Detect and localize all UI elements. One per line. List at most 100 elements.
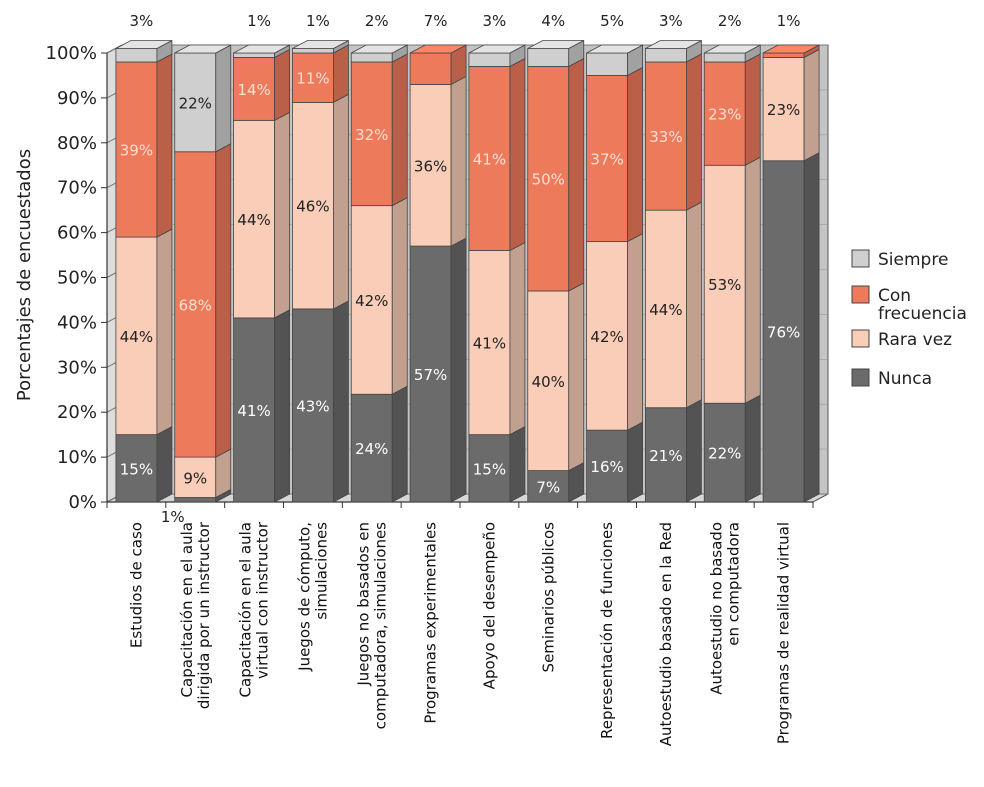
bar-face <box>527 66 570 292</box>
category-label: en computadora <box>724 522 742 646</box>
segment-label: 1% <box>161 508 185 526</box>
bar-face <box>350 61 393 207</box>
top-label: 3% <box>130 12 154 30</box>
bar-segment-con-frecuencia <box>703 53 761 166</box>
segment-label: 42% <box>355 292 388 310</box>
segment-label: 9% <box>183 469 207 487</box>
legend-item: Rara vez <box>851 329 952 350</box>
bar-face <box>174 151 217 458</box>
segment-label: 41% <box>473 151 506 169</box>
bars <box>115 39 820 503</box>
bar-face <box>703 402 746 503</box>
bar-segment-siempre <box>115 39 173 63</box>
bar-segment-rara-vez <box>174 448 232 499</box>
bar-side <box>686 201 702 409</box>
y-tick-label: 100% <box>46 43 97 64</box>
bar-top <box>351 44 408 54</box>
bar-side <box>744 156 761 404</box>
bar-face <box>645 209 687 409</box>
segment-label: 37% <box>590 151 623 169</box>
bar-top <box>174 44 231 54</box>
segment-label: 21% <box>649 447 682 465</box>
bar-side <box>156 425 173 503</box>
bar-segment-con-frecuencia <box>233 48 290 122</box>
bar-segment-rara-vez <box>527 282 585 472</box>
legend-swatch <box>851 249 870 268</box>
top-label: 7% <box>424 12 448 30</box>
segment-label: 15% <box>473 460 506 478</box>
y-tick-label: 80% <box>57 133 97 154</box>
bar-side <box>333 300 349 503</box>
segment-label: 53% <box>708 276 741 294</box>
bar-side <box>450 75 467 247</box>
bar-side <box>686 53 702 211</box>
segment-label: 76% <box>767 323 800 341</box>
bar-top <box>292 40 349 49</box>
segment-label: 40% <box>532 373 565 391</box>
bar-face <box>174 52 217 153</box>
segment-label: 15% <box>120 460 153 478</box>
bar-segment-siempre <box>527 39 585 68</box>
category-label: Apoyo del desempeño <box>480 522 498 689</box>
bar-side <box>568 282 585 472</box>
segment-label: 39% <box>120 142 153 160</box>
legend-item: Siempre <box>851 249 948 270</box>
category-label: Juegos de cómputo, <box>295 522 313 672</box>
bar-side <box>274 111 290 319</box>
bar-segment-rara-vez <box>468 241 526 436</box>
bar-side <box>803 48 820 162</box>
bar-face <box>233 52 275 58</box>
bar-segment-con-frecuencia <box>115 53 173 238</box>
legend-label: Nunca <box>878 369 932 389</box>
segment-label: 44% <box>120 328 153 346</box>
bar-top <box>233 44 290 54</box>
bar-face <box>115 434 158 503</box>
legend-label: Rara vez <box>878 330 952 350</box>
bar-side <box>391 385 408 503</box>
segment-label: 32% <box>355 126 388 144</box>
bar-face <box>409 245 452 503</box>
bar-segment-nunca <box>409 237 467 503</box>
top-label: 3% <box>483 12 507 30</box>
bar-face <box>174 456 217 498</box>
bar-side <box>627 66 643 243</box>
bar-top <box>527 40 584 49</box>
bar-side <box>509 241 526 436</box>
bar-face <box>350 393 393 503</box>
segment-label: 36% <box>414 157 447 175</box>
bar-segment-nunca <box>233 309 290 503</box>
bar-segment-rara-vez <box>645 201 702 409</box>
top-label: 2% <box>718 12 742 30</box>
segment-label: 11% <box>296 70 329 88</box>
category-label: Estudios de caso <box>127 522 145 648</box>
segment-label: 44% <box>237 211 270 229</box>
bar-side <box>333 44 349 104</box>
bar-face <box>586 75 628 242</box>
bar-face <box>762 160 805 503</box>
bar-segment-siempre <box>645 39 702 63</box>
bar-segment-nunca <box>586 421 643 503</box>
top-labels: 3% 1% 1% 2% 7% 3% 4% 5% 3% 2% 1% <box>130 12 801 30</box>
segment-labels: 15% 44% 39% 1% 9% 68% 22% 41% 44% 14% 43% 46% 11% 24%… <box>120 70 801 526</box>
category-label: computadora, simulaciones <box>371 522 389 730</box>
bar-face <box>586 52 628 76</box>
bar-side <box>744 53 761 166</box>
bar-side <box>156 53 173 238</box>
bar-side <box>333 93 349 310</box>
bar-face <box>350 52 393 63</box>
bar-side <box>686 399 702 503</box>
top-label: 1% <box>306 12 330 30</box>
bar-face <box>115 236 158 436</box>
bar-side <box>274 48 290 122</box>
bar-face <box>527 290 570 471</box>
segment-label: 23% <box>767 101 800 119</box>
bar-segment-siempre <box>586 44 643 77</box>
y-tick-label: 0% <box>68 492 97 513</box>
bar-face <box>703 52 746 63</box>
bar-face <box>115 48 158 63</box>
category-labels: Estudios de caso Capacitación en el aula d… <box>127 521 792 746</box>
bar-segment-nunca <box>350 385 408 503</box>
bar-segment-siempre <box>468 44 526 68</box>
